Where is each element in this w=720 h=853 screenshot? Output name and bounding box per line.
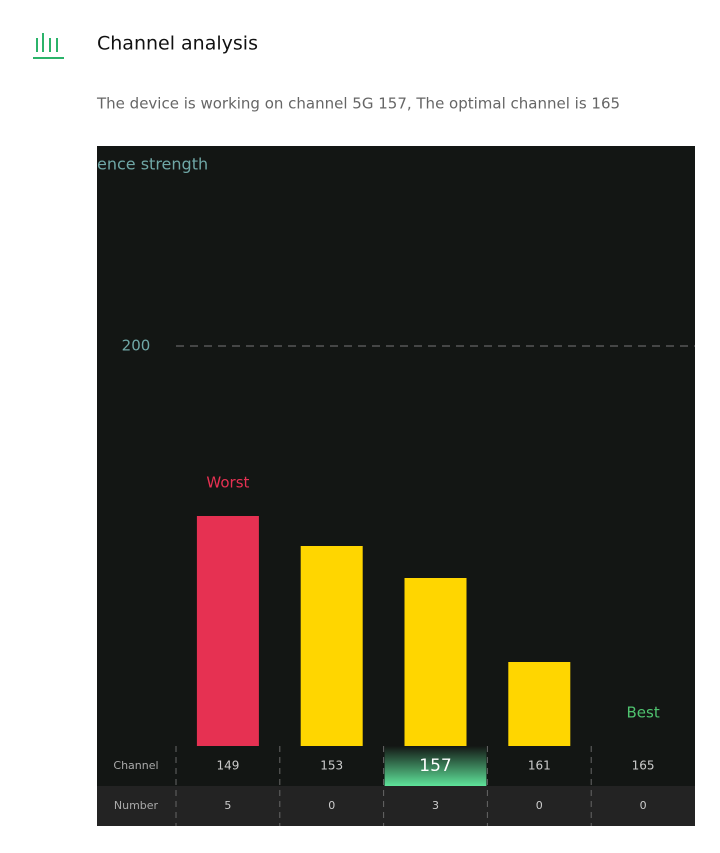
bar — [196, 516, 259, 746]
bar — [300, 546, 363, 746]
bar — [508, 662, 571, 746]
description: The device is working on channel 5G 157,… — [96, 95, 620, 113]
count: 0 — [328, 799, 335, 812]
icon — [33, 33, 64, 59]
bar — [404, 578, 467, 746]
selected-cell — [384, 746, 487, 786]
title: Channel analysis — [97, 33, 258, 55]
count: 0 — [536, 799, 543, 812]
row-label: Number — [114, 799, 159, 812]
count: 5 — [224, 799, 231, 812]
annotation: Best — [626, 704, 659, 722]
x-tick-label: 165 — [632, 759, 655, 773]
x-tick-label: 161 — [528, 759, 551, 773]
row-label: Channel — [113, 759, 158, 772]
annotation: Worst — [206, 474, 249, 492]
x-tick-label: 153 — [320, 759, 343, 773]
count: 0 — [640, 799, 647, 812]
y-axis-label: ence strength — [97, 155, 208, 174]
count: 3 — [432, 799, 439, 812]
number-row-bg — [97, 786, 695, 826]
x-tick-label: 157 — [419, 756, 451, 776]
chart-bg — [97, 146, 695, 826]
y-tick-label: 200 — [122, 337, 151, 355]
x-tick-label: 149 — [216, 759, 239, 773]
